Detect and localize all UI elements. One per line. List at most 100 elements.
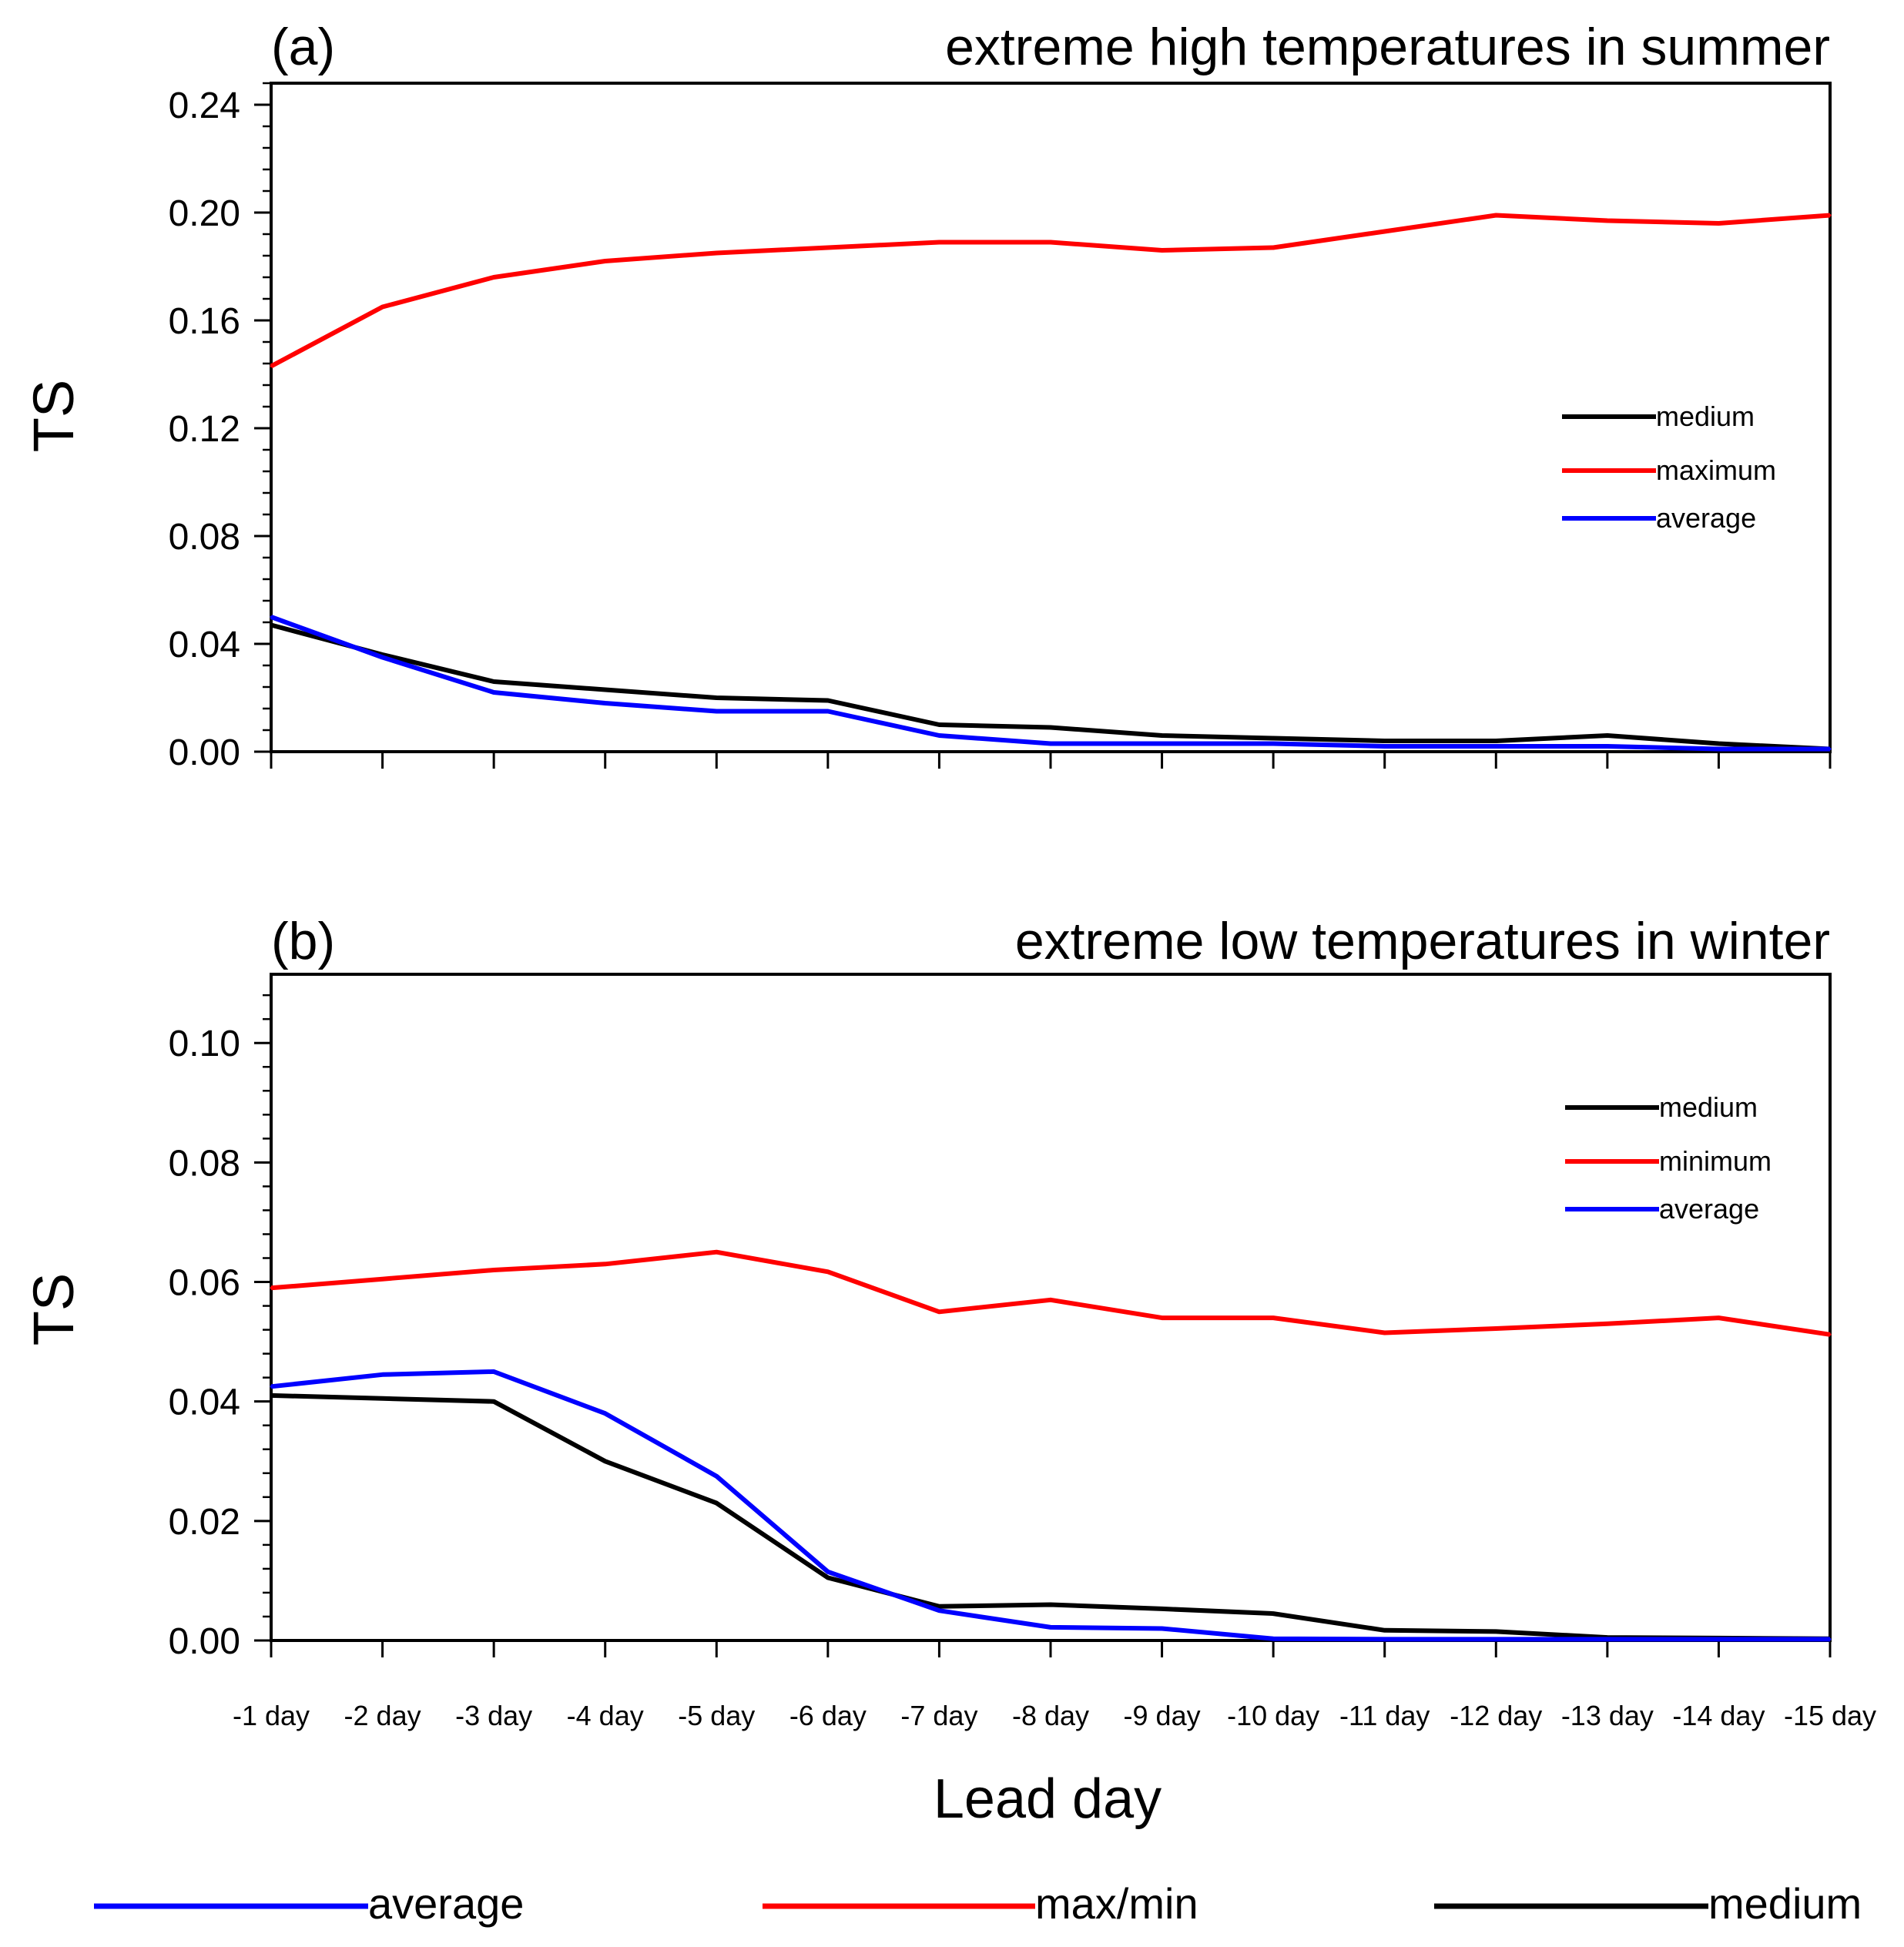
x-tick-label: -7 day	[900, 1700, 977, 1731]
data-point-medium	[1161, 1607, 1164, 1610]
legend-label: average	[1656, 502, 1756, 534]
data-point-medium	[381, 1397, 384, 1400]
data-point-average	[1494, 1637, 1497, 1640]
x-tick-label: -5 day	[678, 1700, 755, 1731]
data-point-average	[715, 1475, 718, 1478]
data-point-medium	[1606, 734, 1609, 737]
data-point-medium	[492, 1400, 495, 1403]
data-point-medium	[715, 1502, 718, 1505]
x-tick-label: -15 day	[1784, 1700, 1876, 1731]
data-point-average	[1049, 742, 1052, 745]
data-point-medium	[826, 1577, 830, 1580]
data-point-maxmin	[937, 241, 940, 243]
data-point-average	[604, 1412, 607, 1415]
data-point-average	[1717, 748, 1720, 750]
data-point-medium	[270, 1394, 273, 1397]
data-point-medium	[1272, 737, 1275, 739]
data-point-medium	[715, 696, 718, 699]
data-point-maxmin	[1829, 214, 1832, 216]
data-point-medium	[1717, 742, 1720, 745]
data-point-average	[715, 710, 718, 712]
data-point-average	[1272, 742, 1275, 745]
x-tick-label: -4 day	[567, 1700, 644, 1731]
data-point-maxmin	[1161, 249, 1164, 252]
bottom-legend: average max/min medium	[94, 1879, 1862, 1928]
y-tick-label: 0.08	[169, 517, 240, 558]
data-point-maxmin	[1272, 246, 1275, 249]
series-line-medium	[270, 622, 1831, 752]
data-point-maxmin	[381, 1278, 384, 1281]
data-point-maxmin	[1049, 241, 1052, 243]
data-point-average	[604, 702, 607, 705]
data-point-maxmin	[270, 365, 273, 367]
panel-label: (b)	[271, 912, 335, 970]
y-tick-label: 0.06	[169, 1263, 240, 1304]
data-point-average	[1383, 1637, 1386, 1640]
series-line-maxmin	[270, 1249, 1831, 1337]
data-point-average	[1494, 745, 1497, 748]
y-tick-label: 0.24	[169, 85, 240, 126]
panel-title: extreme low temperatures in winter	[1015, 912, 1830, 970]
series-line-average	[270, 1369, 1830, 1642]
data-point-maxmin	[715, 1251, 718, 1254]
y-tick-label: 0.04	[169, 625, 240, 665]
y-tick-label: 0.02	[169, 1502, 240, 1543]
data-point-average	[937, 1609, 940, 1612]
legend-label: medium	[1659, 1091, 1758, 1123]
y-axis-label: TS	[22, 380, 85, 453]
data-point-average	[937, 734, 940, 737]
data-point-medium	[1049, 726, 1052, 729]
x-tick-label: -13 day	[1561, 1700, 1654, 1731]
data-point-maxmin	[1717, 1316, 1720, 1319]
series-line-maxmin	[270, 213, 1831, 369]
data-point-average	[492, 1370, 495, 1373]
data-point-maxmin	[270, 1286, 273, 1289]
y-tick-label: 0.00	[169, 732, 240, 773]
chart-panel-a: 0.00 0.04 0.08 0.12 0.16 0.20 0.24 (a) extreme h…	[22, 18, 1832, 773]
data-point-maxmin	[492, 276, 495, 279]
y-tick-label: 0.16	[169, 301, 240, 342]
data-point-medium	[1383, 1629, 1386, 1632]
bottom-legend-label: average	[368, 1879, 524, 1928]
legend-label: medium	[1656, 400, 1755, 432]
data-point-average	[1383, 745, 1386, 748]
data-point-maxmin	[1606, 219, 1609, 222]
data-point-average	[826, 1570, 830, 1573]
data-point-medium	[270, 624, 273, 626]
x-tick-label: -6 day	[789, 1700, 867, 1731]
data-point-average	[492, 691, 495, 694]
data-point-average	[1272, 1637, 1275, 1640]
data-point-medium	[1049, 1603, 1052, 1606]
x-tick-label: -10 day	[1227, 1700, 1319, 1731]
data-point-maxmin	[1717, 222, 1720, 225]
y-tick-label: 0.20	[169, 193, 240, 234]
x-axis-label: Lead day	[934, 1768, 1162, 1830]
y-tick-label: 0.00	[169, 1621, 240, 1662]
data-point-maxmin	[1161, 1316, 1164, 1319]
panel-title: extreme high temperatures in summer	[945, 18, 1830, 76]
data-point-maxmin	[1272, 1316, 1275, 1319]
series-line-medium	[270, 1392, 1831, 1641]
data-point-average	[270, 615, 273, 618]
data-point-average	[1606, 745, 1609, 748]
bottom-legend-label: max/min	[1035, 1879, 1198, 1928]
legend-label: minimum	[1659, 1145, 1772, 1177]
data-point-average	[270, 1385, 273, 1388]
data-point-average	[826, 710, 830, 712]
data-point-medium	[604, 1459, 607, 1463]
data-point-average	[1049, 1626, 1052, 1629]
data-point-average	[1161, 1627, 1164, 1630]
data-point-medium	[492, 680, 495, 683]
x-tick-label: -2 day	[344, 1700, 421, 1731]
data-point-medium	[1494, 1630, 1497, 1633]
data-point-average	[381, 1373, 384, 1376]
data-point-maxmin	[826, 1270, 830, 1273]
data-point-maxmin	[1383, 1331, 1386, 1334]
data-point-maxmin	[937, 1310, 940, 1313]
data-point-maxmin	[1606, 1322, 1609, 1325]
bottom-legend-label: medium	[1708, 1879, 1862, 1928]
x-tick-label: -12 day	[1450, 1700, 1542, 1731]
data-point-maxmin	[381, 306, 384, 308]
data-point-maxmin	[826, 246, 830, 249]
